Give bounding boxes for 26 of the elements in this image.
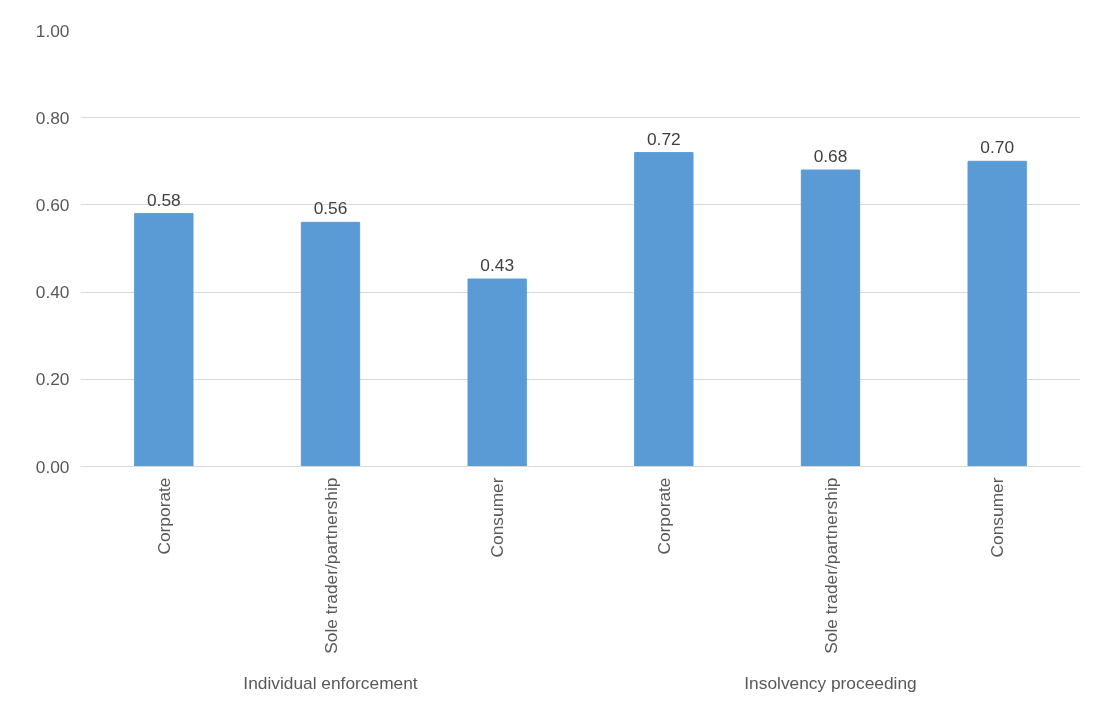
data-label: 0.68	[813, 146, 848, 167]
x-tick-label: Corporate	[653, 477, 674, 555]
x-tick-label: Sole trader/partnership	[320, 477, 341, 654]
y-tick-label: 0.60	[35, 194, 70, 215]
y-tick-label: 0.80	[35, 107, 70, 128]
x-tick-label: Consumer	[987, 477, 1008, 558]
bar	[134, 213, 194, 467]
data-label: 0.56	[313, 198, 348, 219]
x-tick-label: Sole trader/partnership	[820, 477, 841, 654]
x-tick-label: Consumer	[487, 477, 508, 558]
text: Insolvency proceeding	[744, 672, 917, 693]
data-label: 0.72	[646, 128, 681, 149]
y-tick-label: 0.20	[35, 369, 70, 390]
data-label: 0.43	[480, 255, 515, 276]
x-tick-label: Corporate	[153, 477, 174, 555]
y-tick-label: 0.00	[35, 456, 70, 477]
data-label: 0.70	[980, 137, 1015, 158]
bar	[800, 169, 861, 467]
y-tick-label: 1.00	[35, 20, 70, 41]
text: Individual enforcement	[243, 672, 418, 693]
bar	[967, 160, 1027, 467]
data-label: 0.58	[146, 189, 181, 210]
bar	[300, 221, 361, 467]
bar	[467, 278, 527, 467]
bar	[634, 152, 694, 467]
y-tick-label: 0.40	[35, 282, 70, 303]
